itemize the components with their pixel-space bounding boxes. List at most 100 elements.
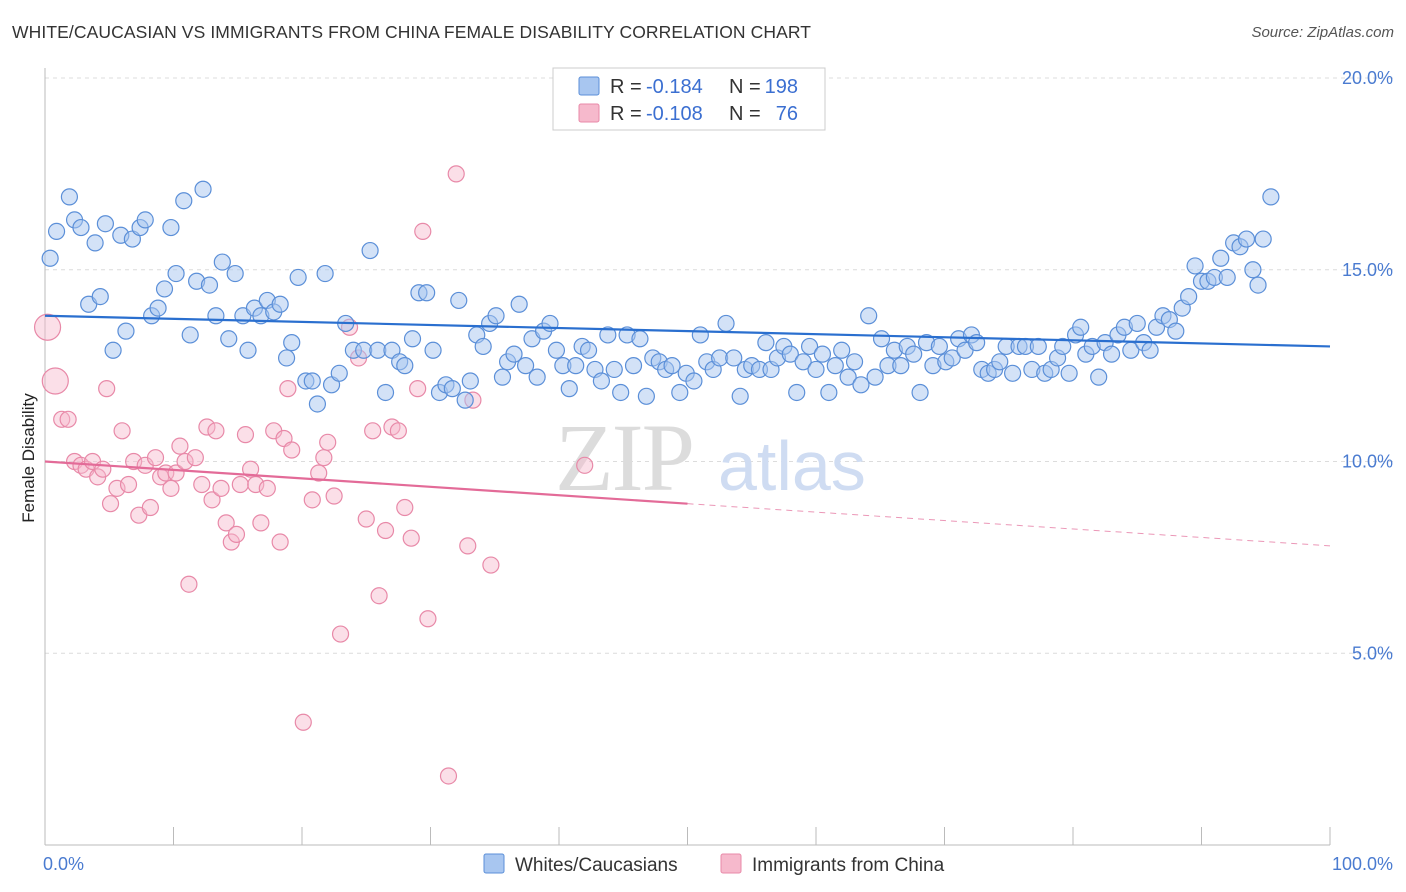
point-immigrants-from-china — [357, 510, 375, 528]
point-whites-caucasians — [277, 349, 296, 367]
point-whites-caucasians — [612, 383, 630, 402]
point-whites-caucasians — [47, 222, 66, 240]
point-whites-caucasians — [991, 353, 1009, 371]
point-whites-caucasians — [599, 326, 617, 344]
point-whites-caucasians — [181, 326, 199, 344]
point-immigrants-from-china — [303, 491, 321, 509]
point-whites-caucasians — [1004, 364, 1022, 382]
point-whites-caucasians — [308, 395, 327, 413]
point-immigrants-from-china — [419, 610, 437, 628]
bottom-legend-label-whites: Whites/Caucasians — [515, 855, 678, 876]
point-immigrants-from-china — [414, 222, 432, 240]
point-whites-caucasians — [60, 188, 79, 206]
point-whites-caucasians — [852, 376, 870, 394]
point-whites-caucasians — [1212, 249, 1230, 267]
point-whites-caucasians — [136, 211, 154, 229]
point-whites-caucasians — [685, 372, 703, 390]
point-whites-caucasians — [826, 357, 844, 375]
point-whites-caucasians — [303, 372, 321, 390]
x-tick-labels: 0.0% 100.0% — [43, 854, 1393, 874]
point-immigrants-from-china — [389, 422, 407, 440]
point-whites-caucasians — [839, 368, 857, 386]
point-whites-caucasians — [1029, 337, 1047, 356]
point-whites-caucasians — [424, 341, 442, 359]
point-immigrants-from-china — [459, 537, 477, 555]
point-whites-caucasians — [456, 391, 474, 409]
point-immigrants-from-china — [180, 575, 198, 593]
point-whites-caucasians — [794, 353, 812, 371]
point-whites-caucasians — [579, 341, 598, 359]
point-whites-caucasians — [731, 387, 749, 405]
point-whites-caucasians — [361, 241, 379, 260]
point-whites-caucasians — [175, 192, 193, 210]
legend-n-value-1: 198 — [765, 76, 798, 98]
point-whites-caucasians — [1218, 268, 1236, 287]
point-whites-caucasians — [86, 234, 104, 252]
y-tick-label: 15.0% — [1342, 260, 1393, 280]
point-immigrants-from-china — [252, 514, 270, 532]
point-whites-caucasians — [213, 253, 231, 271]
point-whites-caucasians — [528, 368, 546, 386]
point-whites-caucasians — [788, 383, 806, 402]
point-whites-caucasians — [1072, 318, 1090, 336]
point-whites-caucasians — [289, 268, 307, 287]
point-whites-caucasians — [1090, 368, 1108, 386]
legend-n-label-1: N = — [729, 76, 761, 98]
point-whites-caucasians — [162, 218, 180, 237]
legend-swatch-blue — [578, 76, 600, 96]
legend-n-value-2: 76 — [776, 103, 798, 125]
legend-r-value-1: -0.184 — [646, 76, 703, 98]
point-whites-caucasians — [671, 383, 689, 402]
y-tick-label: 5.0% — [1352, 643, 1393, 663]
point-whites-caucasians — [911, 383, 929, 402]
point-immigrants-from-china — [409, 380, 427, 398]
point-whites-caucasians — [663, 357, 681, 375]
point-whites-caucasians — [505, 345, 523, 363]
point-whites-caucasians — [194, 180, 212, 198]
point-whites-caucasians — [866, 368, 884, 386]
point-whites-caucasians — [493, 368, 512, 386]
point-immigrants-from-china — [203, 491, 221, 509]
point-whites-caucasians — [91, 287, 109, 306]
point-whites-caucasians — [845, 353, 864, 371]
point-immigrants-from-china — [41, 367, 69, 395]
point-immigrants-from-china — [141, 498, 159, 517]
legend-swatch-pink — [578, 103, 600, 123]
point-immigrants-from-china — [101, 495, 120, 513]
point-whites-caucasians — [624, 357, 643, 375]
point-immigrants-from-china — [53, 410, 71, 428]
point-immigrants-from-china — [402, 529, 420, 547]
point-immigrants-from-china — [439, 767, 458, 785]
point-whites-caucasians — [1054, 337, 1072, 356]
y-tick-label: 10.0% — [1342, 452, 1393, 472]
point-immigrants-from-china — [33, 313, 62, 341]
point-immigrants-from-china — [396, 498, 414, 517]
trend-line-immigrants-from-china-extension — [687, 503, 1331, 547]
point-immigrants-from-china — [207, 422, 225, 440]
point-whites-caucasians — [757, 334, 775, 352]
point-whites-caucasians — [1254, 230, 1272, 248]
bottom-legend-swatch-blue — [483, 853, 505, 874]
point-whites-caucasians — [418, 284, 436, 302]
bottom-legend-label-china: Immigrants from China — [752, 855, 945, 876]
point-immigrants-from-china — [146, 449, 165, 467]
point-immigrants-from-china — [98, 380, 116, 398]
point-whites-caucasians — [200, 276, 219, 294]
point-whites-caucasians — [1186, 257, 1204, 275]
point-whites-caucasians — [155, 280, 174, 298]
point-whites-caucasians — [930, 337, 948, 356]
point-whites-caucasians — [516, 357, 535, 375]
point-whites-caucasians — [220, 330, 238, 348]
point-immigrants-from-china — [325, 487, 343, 505]
point-whites-caucasians — [547, 341, 566, 359]
point-whites-caucasians — [800, 337, 819, 356]
point-whites-caucasians — [207, 307, 225, 325]
legend-n-label-2: N = — [729, 103, 761, 125]
point-whites-caucasians — [403, 330, 422, 348]
point-whites-caucasians — [117, 322, 135, 340]
trend-line-immigrants-from-china — [44, 460, 688, 505]
point-whites-caucasians — [96, 215, 114, 233]
point-whites-caucasians — [781, 345, 799, 363]
point-immigrants-from-china — [482, 556, 500, 574]
